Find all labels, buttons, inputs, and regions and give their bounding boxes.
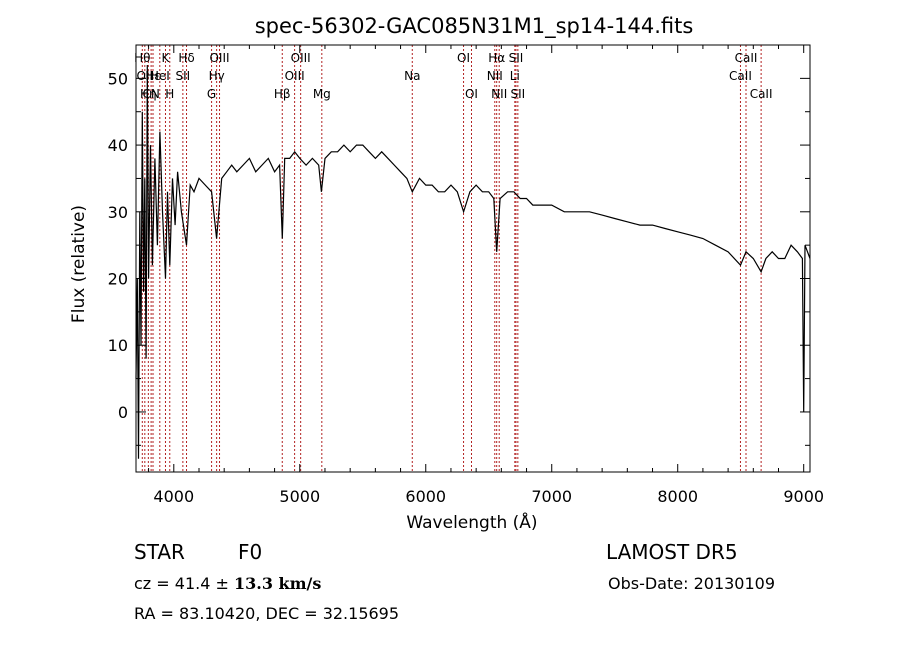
spectral-line-label: SII: [509, 51, 524, 65]
spectral-line-label: CaII: [729, 69, 752, 83]
x-tick-label: 5000: [279, 487, 320, 506]
spectral-line-label: OII: [137, 69, 154, 83]
spectral-line-label: Hγ: [209, 69, 225, 83]
y-tick-label: 30: [108, 203, 128, 222]
observation-date: Obs-Date: 20130109: [608, 574, 776, 593]
y-tick-label: 40: [108, 136, 128, 155]
spectral-line-label: K: [162, 51, 171, 65]
spectral-line-label: NII: [491, 87, 507, 101]
spectral-line-label: CaII: [735, 51, 758, 65]
y-axis-ticks: 0 10 20 30 40 50: [108, 44, 810, 446]
x-tick-label: 8000: [657, 487, 698, 506]
spectral-line-labels: HθOIIHηCNHεHeIKHSIIHδGHγOIIIHβOIIIOIIIMg…: [134, 51, 772, 101]
spectral-line-label: SII: [510, 87, 525, 101]
spectral-line-label: Hθ: [134, 51, 150, 65]
spectral-line-label: OI: [465, 87, 478, 101]
spectral-line-label: Hε: [145, 69, 161, 83]
spectral-line-label: Na: [404, 69, 420, 83]
spectral-line-label: Hα: [488, 51, 505, 65]
object-subclass: F0: [238, 540, 263, 564]
spectral-line-label: Hη: [140, 87, 157, 101]
x-tick-label: 4000: [153, 487, 194, 506]
survey-label: LAMOST DR5: [606, 540, 738, 564]
spectral-line-label: Hβ: [274, 87, 291, 101]
spectral-line-label: OIII: [209, 51, 229, 65]
spectral-line-label: Hδ: [178, 51, 194, 65]
spectral-line-markers: [141, 45, 762, 472]
spectral-line-label: CaII: [750, 87, 773, 101]
object-class: STAR: [134, 540, 185, 564]
x-axis-ticks: 4000 5000 6000 7000 8000 9000: [148, 45, 824, 506]
x-tick-label: 7000: [531, 487, 572, 506]
plot-frame: [135, 44, 811, 473]
x-tick-label: 6000: [405, 487, 446, 506]
spectral-line-label: H: [165, 87, 174, 101]
x-axis-label: Wavelength (Å): [406, 511, 537, 533]
chart-title: spec-56302-GAC085N31M1_sp14-144.fits: [255, 14, 694, 39]
redshift-value: cz = 41.4 ±: [134, 574, 234, 593]
x-tick-label: 9000: [783, 487, 824, 506]
redshift-line: cz = 41.4 ± 13.3 km/s: [134, 574, 321, 593]
y-tick-label: 50: [108, 69, 128, 88]
y-axis-label: Flux (relative): [69, 205, 89, 323]
spectrum-line: [135, 64, 811, 459]
spectral-line-label: SII: [176, 69, 191, 83]
spectral-line-label: Li: [510, 69, 520, 83]
spectral-line-label: CN: [142, 87, 159, 101]
spectral-line-label: OI: [457, 51, 470, 65]
spectral-line-label: HeI: [150, 69, 170, 83]
spectral-line-label: NII: [487, 69, 503, 83]
y-tick-label: 20: [108, 270, 128, 289]
spectral-line-label: OIII: [291, 51, 311, 65]
spectral-line-label: G: [207, 87, 216, 101]
y-tick-label: 0: [118, 403, 128, 422]
coordinates: RA = 83.10420, DEC = 32.15695: [134, 604, 400, 623]
spectral-line-label: OIII: [285, 69, 305, 83]
redshift-error: 13.3 km/s: [233, 574, 322, 593]
y-tick-label: 10: [108, 336, 128, 355]
spectral-line-label: Mg: [313, 87, 331, 101]
